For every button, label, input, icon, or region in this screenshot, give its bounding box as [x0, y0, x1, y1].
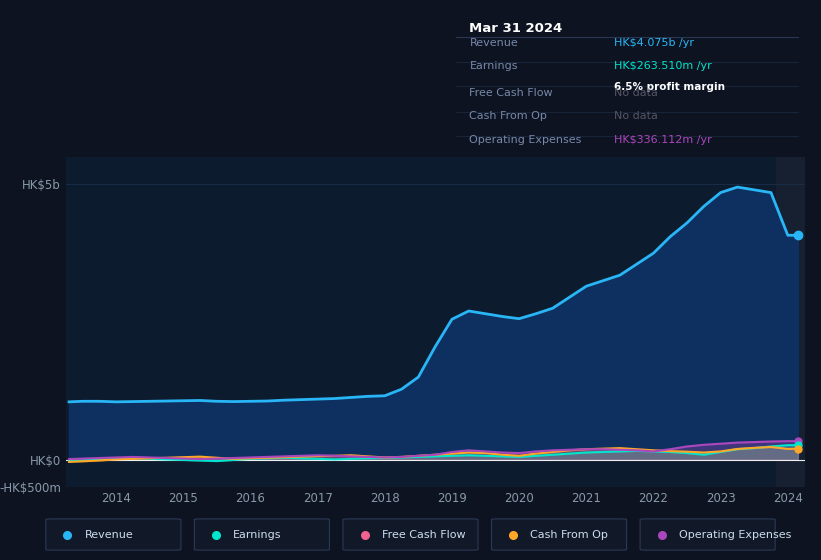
- Text: HK$336.112m /yr: HK$336.112m /yr: [613, 135, 711, 145]
- Bar: [777, 157, 821, 487]
- Text: Earnings: Earnings: [233, 530, 282, 539]
- Text: Free Cash Flow: Free Cash Flow: [470, 88, 553, 98]
- Text: 6.5% profit margin: 6.5% profit margin: [613, 82, 724, 92]
- FancyBboxPatch shape: [46, 519, 181, 550]
- Text: Earnings: Earnings: [470, 62, 518, 72]
- Text: HK$263.510m /yr: HK$263.510m /yr: [613, 62, 711, 72]
- Text: No data: No data: [613, 88, 658, 98]
- FancyBboxPatch shape: [492, 519, 626, 550]
- FancyBboxPatch shape: [195, 519, 329, 550]
- Text: Free Cash Flow: Free Cash Flow: [382, 530, 466, 539]
- FancyBboxPatch shape: [640, 519, 775, 550]
- Text: HK$4.075b /yr: HK$4.075b /yr: [613, 38, 694, 48]
- Text: Operating Expenses: Operating Expenses: [470, 135, 582, 145]
- Text: No data: No data: [613, 111, 658, 122]
- FancyBboxPatch shape: [343, 519, 478, 550]
- Text: Operating Expenses: Operating Expenses: [679, 530, 791, 539]
- Text: Revenue: Revenue: [85, 530, 133, 539]
- Text: Revenue: Revenue: [470, 38, 518, 48]
- Text: Cash From Op: Cash From Op: [470, 111, 548, 122]
- Text: Mar 31 2024: Mar 31 2024: [470, 22, 562, 35]
- Text: Cash From Op: Cash From Op: [530, 530, 608, 539]
